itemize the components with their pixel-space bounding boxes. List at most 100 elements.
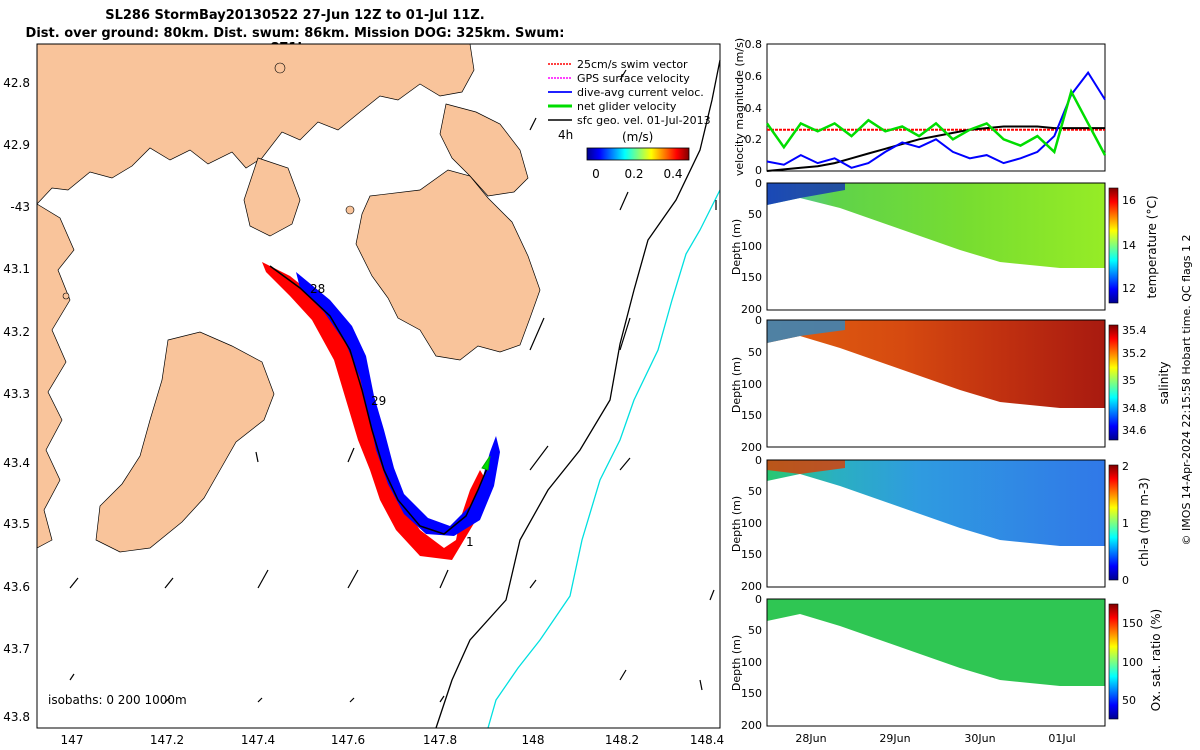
depth-tick: 100 (741, 378, 762, 391)
salinity-cbar-tick: 35.2 (1122, 347, 1147, 360)
lon-tick: 148.2 (605, 733, 639, 747)
vel-ylabel: velocity magnitude (m/s) (733, 38, 746, 176)
speed-colorbar-tick: 0.4 (663, 167, 682, 181)
legend-geo: sfc geo. vel. 01-Jul-2013 (577, 114, 711, 127)
net-velocity-mark (481, 455, 491, 471)
velocity-frame (766, 43, 1106, 172)
lat-tick: 43.8 (3, 710, 30, 724)
lon-tick: 148 (522, 733, 545, 747)
oxygen-colorbar (1108, 603, 1119, 720)
chl-frame (766, 459, 1106, 588)
land-masses (37, 44, 541, 553)
depth-tick: 100 (741, 240, 762, 253)
legend-current: dive-avg current veloc. (577, 86, 704, 99)
time-tick: 30Jun (964, 732, 995, 745)
lat-tick: 42.8 (3, 76, 30, 90)
temperature-cbar-tick: 14 (1122, 239, 1136, 252)
salinity-cbar-label: salinity (1157, 361, 1171, 404)
legend-gps: GPS surface velocity (577, 72, 690, 85)
salinity-field (767, 320, 1105, 408)
depth-tick: 0 (755, 177, 762, 190)
salinity-cbar-tick: 35.4 (1122, 324, 1147, 337)
chl-colorbar (1108, 464, 1119, 581)
time-step-label: 4h (558, 128, 573, 142)
swim-vector-swath (262, 262, 486, 560)
lon-tick: 147.8 (423, 733, 457, 747)
salinity-colorbar (1108, 324, 1119, 441)
depth-tick: 50 (748, 624, 762, 637)
temperature-field (767, 183, 1105, 268)
lat-tick: 43.2 (3, 325, 30, 339)
speed-colorbar-tick: 0.2 (624, 167, 643, 181)
map-lat-axis: 42.8 42.9 -43 43.1 43.2 43.3 43.4 43.5 4… (3, 76, 30, 724)
temperature-cbar-label: temperature (°C) (1145, 196, 1159, 299)
vel-ytick: 0.8 (745, 38, 763, 51)
temperature-ylabel: Depth (m) (730, 219, 743, 275)
salinity-cbar-tick: 34.8 (1122, 402, 1147, 415)
time-tick: 28Jun (795, 732, 826, 745)
time-tick: 29Jun (879, 732, 910, 745)
current-vector-swath (296, 272, 500, 536)
oxygen-panel: 0 50 100 150 200 Depth (m) 50 100 150 Ox… (730, 593, 1163, 745)
isobath-legend: isobaths: 0 200 1000m (48, 693, 187, 707)
chl-cbar-tick: 1 (1122, 517, 1129, 530)
speed-colorbar-tick: 0 (592, 167, 600, 181)
vel-ytick: 0.6 (745, 70, 763, 83)
lon-tick: 147.2 (150, 733, 184, 747)
temperature-colorbar (1108, 187, 1119, 304)
glider-track (262, 262, 500, 560)
depth-tick: 50 (748, 485, 762, 498)
map-legend: 25cm/s swim vector GPS surface velocity … (548, 58, 711, 144)
salinity-panel: 0 50 100 150 200 Depth (m) 34.6 34.8 35 … (730, 314, 1171, 454)
depth-tick: 50 (748, 346, 762, 359)
geostrophic-vector-field (69, 69, 717, 703)
lon-tick: 147 (61, 733, 84, 747)
lat-tick: 42.9 (3, 138, 30, 152)
temperature-frame (766, 182, 1106, 311)
oxygen-cbar-tick: 100 (1122, 656, 1143, 669)
day-label-29: 29 (371, 394, 386, 408)
depth-tick: 200 (741, 719, 762, 732)
lon-tick: 148.4 (690, 733, 724, 747)
time-tick: 01Jul (1048, 732, 1075, 745)
title-line-1: SL286 StormBay20130522 27-Jun 12Z to 01-… (105, 8, 485, 23)
lat-tick: 43.3 (3, 387, 30, 401)
temperature-cbar-tick: 12 (1122, 282, 1136, 295)
chl-panel: 0 50 100 150 200 Depth (m) 0 1 2 chl-a (… (730, 454, 1151, 593)
velocity-series-dive-avg-current (766, 70, 1106, 169)
isobath-1000m (487, 189, 721, 729)
velocity-series-group (765, 70, 1107, 172)
colorbar-unit: (m/s) (622, 130, 653, 144)
lat-tick: 43.7 (3, 642, 30, 656)
lat-tick: 43.1 (3, 262, 30, 276)
salinity-surface-fresh (767, 320, 845, 343)
speed-colorbar (586, 147, 690, 161)
map-panel: 28 29 1 42.8 42.9 -43 43.1 43.2 43.3 43.… (3, 43, 725, 747)
depth-tick: 150 (741, 409, 762, 422)
temperature-panel: 0 50 100 150 200 Depth (m) 12 14 16 temp… (730, 177, 1159, 316)
map-lon-axis: 147 147.2 147.4 147.6 147.8 148 148.2 14… (61, 733, 725, 747)
oxygen-frame (766, 598, 1106, 727)
salinity-frame (766, 319, 1106, 448)
depth-tick: 0 (755, 593, 762, 606)
chl-ylabel: Depth (m) (730, 496, 743, 552)
depth-tick: 0 (755, 454, 762, 467)
chl-cbar-tick: 2 (1122, 460, 1129, 473)
velocity-series-surface-geostrophic (766, 125, 1105, 172)
velocity-panel: 0.8 0.6 0.4 0.2 0 velocity magnitude (m/… (733, 38, 1107, 177)
salinity-cbar-tick: 34.6 (1122, 424, 1147, 437)
oxygen-cbar-tick: 150 (1122, 617, 1143, 630)
salinity-ylabel: Depth (m) (730, 357, 743, 413)
lon-tick: 147.6 (331, 733, 365, 747)
oxygen-ylabel: Depth (m) (730, 635, 743, 691)
map-frame (36, 43, 721, 729)
depth-tick: 200 (741, 303, 762, 316)
credit-text: © IMOS 14-Apr-2024 22:15:58 Hobart time.… (1180, 235, 1193, 546)
depth-tick: 150 (741, 271, 762, 284)
chl-cbar-label: chl-a (mg m-3) (1137, 477, 1151, 566)
lon-tick: 147.4 (241, 733, 275, 747)
depth-tick: 150 (741, 687, 762, 700)
day-label-28: 28 (310, 282, 325, 296)
temperature-cbar-tick: 16 (1122, 194, 1136, 207)
